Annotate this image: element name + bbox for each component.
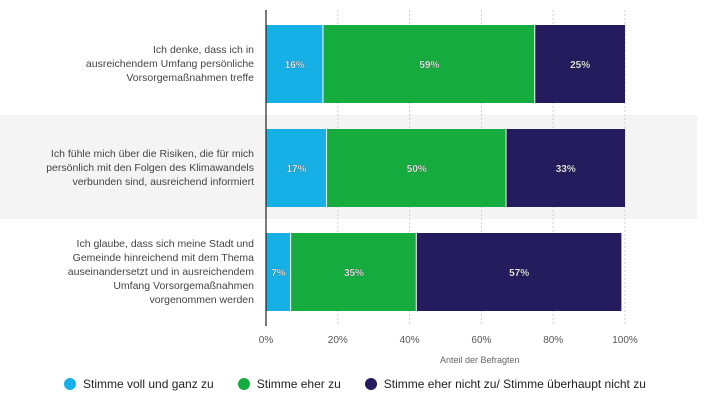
bar-segment[interactable] [266,233,291,311]
legend-label-eher: Stimme eher zu [256,377,341,391]
category-label-line: Umfang Vorsorgemaßnahmen [113,280,254,292]
data-label: 50% [407,164,427,175]
bar-segment[interactable] [323,25,535,103]
legend-swatch-nicht [364,378,377,390]
legend-label-nicht: Stimme eher nicht zu/ Stimme überhaupt n… [383,377,646,391]
x-tick-label: 20% [328,335,348,346]
x-tick-label: 0% [259,335,274,346]
legend: Stimme voll und ganz zu Stimme eher zu S… [64,377,646,391]
x-tick-labels: 0% 20% 40% 60% 80% 100% [259,335,638,346]
category-label-line: Gemeinde hinreichend mit dem Thema [72,252,254,264]
x-axis-label: Anteil der Befragten [440,355,520,365]
legend-label-voll: Stimme voll und ganz zu [83,377,214,391]
x-tick-label: 100% [612,335,638,346]
data-label: 7% [271,268,286,279]
legend-item-voll[interactable]: Stimme voll und ganz zu [64,377,214,391]
x-tick-label: 80% [543,335,563,346]
bar-segment[interactable] [327,129,506,207]
category-label-line: persönlich mit den Folgen des Klimawande… [46,162,254,174]
category-label-line: verbunden sind, ausreichend informiert [72,176,254,188]
legend-swatch-voll [64,378,76,390]
legend-swatch-eher [237,378,250,390]
category-label: Ich denke, dass ich in ausreichendem Umfa… [4,43,254,85]
legend-item-nicht[interactable]: Stimme eher nicht zu/ Stimme überhaupt n… [364,377,646,391]
category-label-line: Vorsorgemaßnahmen treffe [126,72,254,84]
bar-segment[interactable] [535,25,625,103]
bar-segment[interactable] [416,233,622,311]
category-label-line: auseinandersetzt und in ausreichendem [67,266,254,278]
category-label: Ich fühle mich über die Risiken, die für… [4,147,254,189]
bar-segment[interactable] [266,25,323,103]
bar-segment[interactable] [291,233,416,311]
bar-segment[interactable] [266,129,327,207]
category-label-line: ausreichendem Umfang persönliche [85,58,254,70]
bar-segment[interactable] [506,129,625,207]
bars: 16% 59% 25% 17% 50% 33% 7% 35% 57% [266,25,625,311]
category-label-line: vorgenommen werden [149,294,254,306]
data-label: 25% [570,60,590,71]
data-label: 17% [287,164,307,175]
data-label: 35% [344,268,364,279]
x-tick-label: 40% [400,335,420,346]
category-label-line: Ich denke, dass ich in [153,44,254,56]
category-label-line: Ich fühle mich über die Risiken, die für… [50,148,254,160]
legend-item-eher[interactable]: Stimme eher zu [237,377,341,391]
category-label: Ich glaube, dass sich meine Stadt und Gem… [4,237,254,307]
data-label: 16% [285,60,305,71]
x-tick-label: 60% [471,335,491,346]
data-label: 59% [419,60,439,71]
category-label-line: Ich glaube, dass sich meine Stadt und [76,238,254,250]
data-label: 57% [509,268,529,279]
data-label: 33% [556,164,576,175]
